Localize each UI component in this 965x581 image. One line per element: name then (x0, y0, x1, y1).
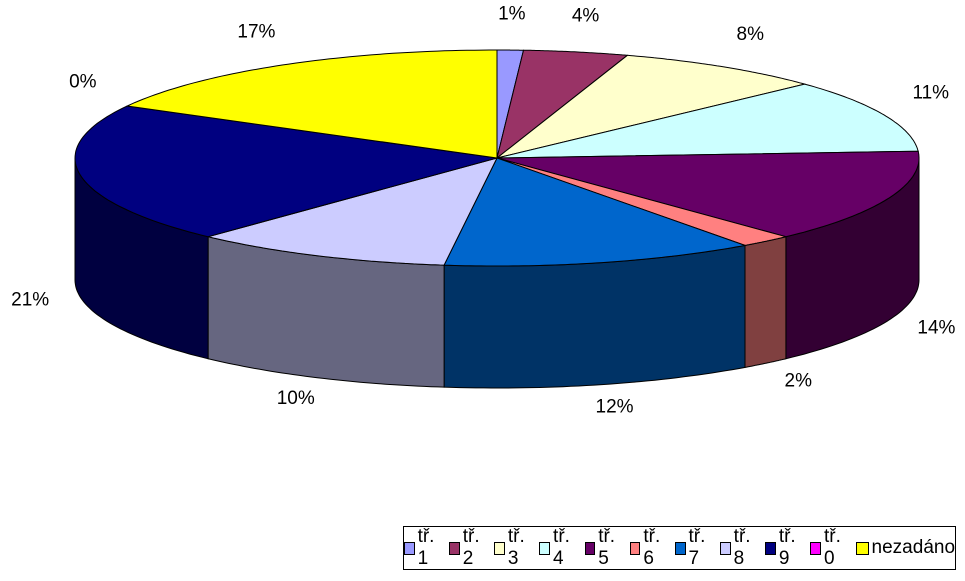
legend-item: tř. 0 (810, 526, 849, 570)
legend-label: tř. 5 (598, 526, 616, 569)
pie-side (443, 244, 746, 389)
data-label: 12% (596, 397, 634, 418)
pie-slice (496, 150, 920, 238)
top-faces (74, 49, 920, 267)
legend-label: tř. 2 (462, 526, 480, 569)
data-label: 1% (498, 3, 526, 24)
side-walls (74, 157, 920, 389)
legend-swatch (855, 541, 869, 555)
legend-item: tř. 3 (494, 526, 533, 570)
legend-label: tř. 1 (417, 526, 435, 569)
chart: 1% 4% 8% 11% 14% 2% 12% 10% 21% 0% 17% (11, 3, 955, 417)
pie-slice (496, 54, 807, 159)
data-label: 14% (917, 318, 955, 339)
pie-slice (125, 49, 498, 159)
legend-item: tř. 8 (720, 526, 759, 570)
legend-swatch (539, 541, 551, 555)
legend-label: tř. 0 (823, 526, 841, 569)
legend-swatch (810, 541, 821, 555)
legend-label: nezadáno (871, 537, 956, 558)
data-label: 17% (237, 22, 275, 43)
legend-item: nezadáno (855, 537, 956, 559)
data-label: 0% (69, 72, 97, 93)
pie-side (744, 236, 787, 368)
legend-swatch (674, 541, 686, 555)
data-label: 11% (912, 83, 949, 104)
legend-label: tř. 8 (733, 526, 751, 569)
data-label: 4% (572, 6, 600, 27)
data-label: 10% (277, 388, 315, 409)
pie-slice (496, 157, 788, 246)
legend-item: tř. 7 (674, 526, 714, 570)
pie-slice (443, 157, 747, 267)
pie-slice (496, 83, 919, 159)
legend-swatch (720, 541, 731, 555)
legend-item: tř. 2 (449, 526, 488, 570)
legend-label: tř. 9 (778, 526, 796, 569)
legend-swatch (494, 541, 505, 555)
legend-label: tř. 6 (643, 526, 661, 569)
legend-swatch (449, 541, 460, 555)
pie-slice (74, 105, 498, 238)
legend-item: tř. 5 (584, 526, 624, 570)
pie-slice (207, 157, 498, 266)
legend-label: tř. 7 (688, 526, 706, 569)
labels: 1% 4% 8% 11% 14% 2% 12% 10% 21% 0% 17% (11, 3, 955, 417)
legend-label: tř. 3 (507, 526, 525, 569)
legend-swatch (584, 541, 596, 555)
legend-item: tř. 4 (539, 526, 578, 570)
data-label: 2% (785, 371, 813, 392)
data-label: 8% (737, 24, 765, 45)
legend: tř. 1 tř. 2 tř. 3 tř. 4 tř. 5 tř. 6 tř. 7 tř. 8… (403, 526, 956, 570)
legend-swatch (629, 541, 641, 555)
legend-item: tř. 6 (629, 526, 669, 570)
legend-item: tř. 1 (403, 526, 443, 570)
data-label: 21% (11, 290, 49, 311)
legend-swatch (765, 541, 776, 555)
legend-label: tř. 4 (553, 526, 570, 569)
pie-slice (496, 49, 629, 160)
legend-swatch (403, 541, 415, 555)
legend-item: tř. 9 (765, 526, 804, 570)
